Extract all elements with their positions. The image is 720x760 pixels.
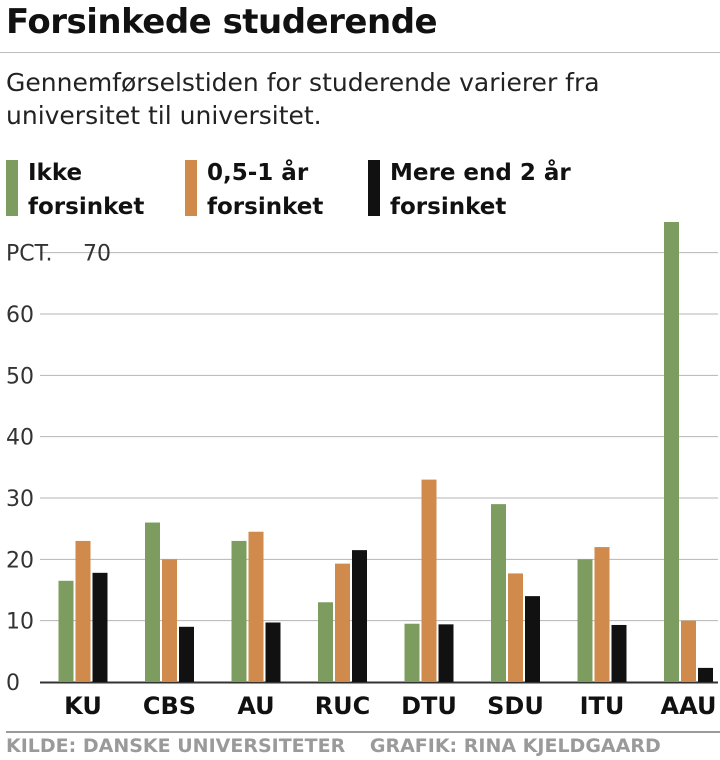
y-tick-label-0: 0 [6,671,20,696]
bar-ruc-ikke-forsinket [318,602,333,682]
x-tick-label-dtu: DTU [401,692,457,720]
chart-subtitle: Gennemførselstiden for studerende varier… [6,68,600,130]
bar-au-ikke-forsinket [231,540,247,682]
x-tick-label-ruc: RUC [315,692,371,720]
x-tick-label-au: AU [237,692,274,720]
x-tick-label-ku: KU [64,692,102,720]
bar-sdu-0-5-1-r-forsinket [508,573,523,682]
bar-itu-mere-end-2-r-forsinket [611,624,627,682]
bar-aau-0-5-1-r-forsinket [681,620,696,682]
chart-title: Forsinkede studerende [6,2,438,42]
legend-label-0-5-1-aar: 0,5-1 år forsinket [207,160,324,220]
bar-cbs-mere-end-2-r-forsinket [179,626,194,682]
title-divider [0,52,720,53]
bar-au-mere-end-2-r-forsinket [265,622,281,682]
graphic-credit: GRAFIK: RINA KJELDGAARD [369,735,661,757]
bar-cbs-ikke-forsinket [145,522,160,682]
bar-ku-0-5-1-r-forsinket [75,540,91,682]
bar-ruc-0-5-1-r-forsinket [335,563,350,682]
y-tick-label-40: 40 [6,426,34,451]
bar-ku-mere-end-2-r-forsinket [92,572,108,682]
x-tick-label-sdu: SDU [487,692,544,720]
bar-aau-ikke-forsinket [664,222,679,682]
x-tick-label-itu: ITU [580,692,625,720]
footer: KILDE: DANSKE UNIVERSITETER GRAFIK: RINA… [6,731,720,760]
y-tick-label-30: 30 [6,487,34,512]
bar-sdu-ikke-forsinket [491,504,506,682]
y-axis-label: PCT. [6,242,52,267]
legend-label-mere-end-2-aar: Mere end 2 år forsinket [390,160,571,220]
bar-dtu-ikke-forsinket [404,623,420,682]
y-tick-label-70: 70 [83,242,111,267]
bar-au-0-5-1-r-forsinket [248,531,264,682]
legend-swatch-ikke-forsinket [6,160,18,216]
bar-itu-0-5-1-r-forsinket [594,547,610,682]
legend-swatch-mere-end-2-aar [368,160,380,216]
bar-ku-ikke-forsinket [58,580,74,682]
y-tick-label-20: 20 [6,548,34,573]
bar-dtu-0-5-1-r-forsinket [421,479,437,682]
legend-swatch-0-5-1-aar [185,160,197,216]
source-credit: KILDE: DANSKE UNIVERSITETER [6,735,346,757]
bar-sdu-mere-end-2-r-forsinket [525,596,540,682]
bar-chart: 0 10 20 30 40 50 60 70 PCT. KU CBS AU RUC DTU SDU ITU AA… [6,222,718,720]
x-tick-label-cbs: CBS [143,692,196,720]
bar-ruc-mere-end-2-r-forsinket [352,550,367,682]
y-tick-label-50: 50 [6,364,34,389]
legend: Ikke forsinket 0,5-1 år forsinket Mere e… [0,156,720,226]
y-tick-label-60: 60 [6,303,34,328]
bar-dtu-mere-end-2-r-forsinket [438,624,454,682]
bar-cbs-0-5-1-r-forsinket [162,559,177,682]
bar-itu-ikke-forsinket [577,559,593,682]
y-tick-label-10: 10 [6,610,34,635]
legend-label-ikke-forsinket: Ikke forsinket [28,160,145,220]
bar-aau-mere-end-2-r-forsinket [698,667,713,682]
x-tick-label-aau: AAU [661,692,717,720]
